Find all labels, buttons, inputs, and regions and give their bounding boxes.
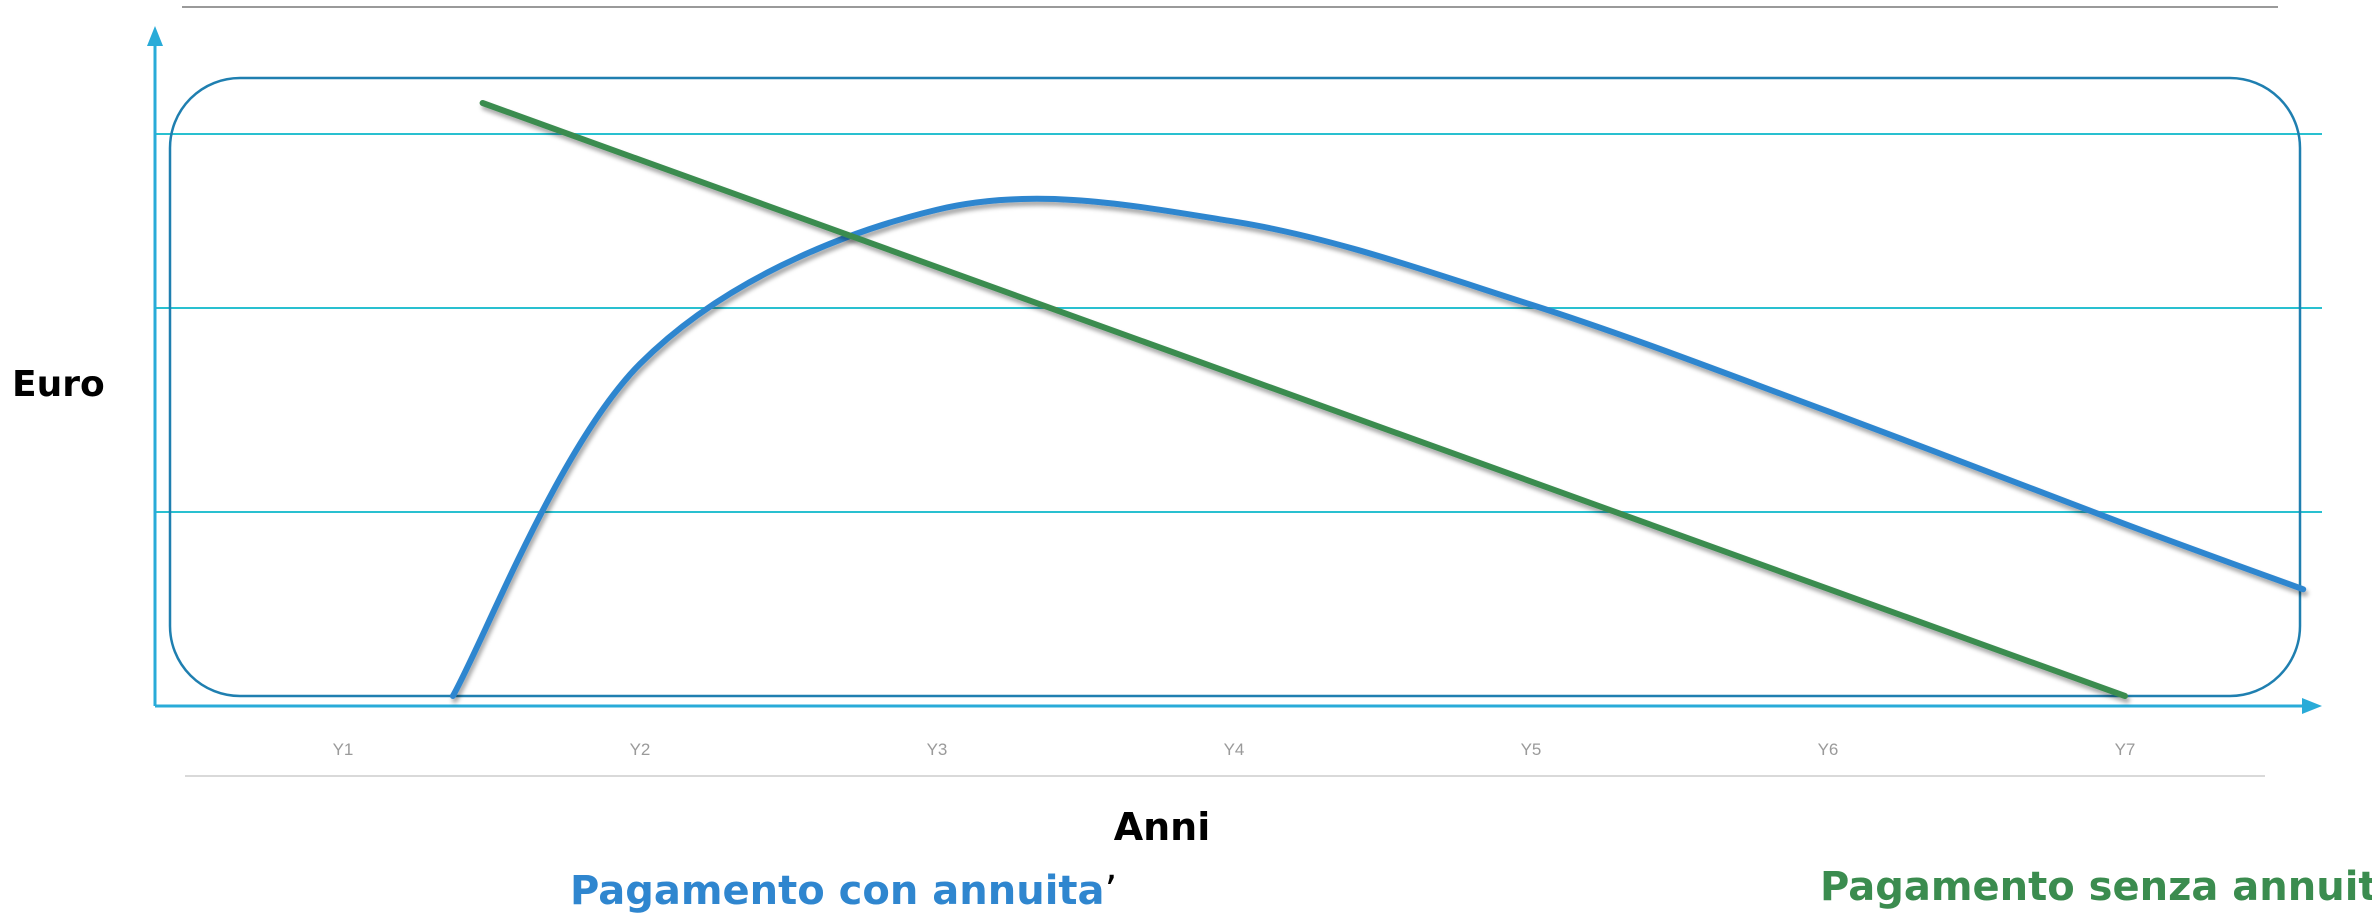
x-tick-label: Y1 bbox=[333, 740, 354, 759]
y-axis-arrow bbox=[147, 26, 163, 46]
legend: Pagamento con annuita’ Pagamento senza a… bbox=[258, 864, 2372, 914]
legend-apostrophe-con-annuita: ’ bbox=[1105, 868, 1118, 914]
svg-text:Pagamento senza annuita’: Pagamento senza annuita’ bbox=[1820, 864, 2372, 910]
x-tick-label: Y5 bbox=[1521, 740, 1542, 759]
series-line-con-annuita bbox=[449, 195, 2307, 699]
x-tick-label: Y2 bbox=[630, 740, 651, 759]
svg-text:Pagamento con annuita’: Pagamento con annuita’ bbox=[570, 868, 1117, 914]
y-axis-title: Euro bbox=[12, 364, 105, 405]
x-tick-label: Y7 bbox=[2115, 740, 2136, 759]
series-line-senza-annuita bbox=[479, 100, 2128, 699]
y-axis bbox=[147, 26, 163, 706]
x-axis-arrow bbox=[2302, 698, 2322, 714]
x-tick-labels: Y1 Y2 Y3 Y4 Y5 Y6 Y7 bbox=[333, 740, 2136, 759]
legend-item-senza-annuita: Pagamento senza annuita’ bbox=[1500, 864, 2372, 910]
gridlines bbox=[155, 133, 2322, 513]
x-tick-label: Y4 bbox=[1224, 740, 1245, 759]
x-tick-label: Y3 bbox=[927, 740, 948, 759]
x-tick-label: Y6 bbox=[1818, 740, 1839, 759]
legend-item-con-annuita: Pagamento con annuita’ bbox=[258, 868, 1117, 914]
x-axis bbox=[155, 698, 2322, 714]
series-layer bbox=[449, 100, 2307, 699]
x-axis-title: Anni bbox=[1114, 805, 1211, 849]
plot-frame bbox=[168, 76, 2302, 698]
legend-label-senza-annuita: Pagamento senza annuita bbox=[1820, 864, 2372, 910]
legend-label-con-annuita: Pagamento con annuita bbox=[570, 868, 1105, 914]
